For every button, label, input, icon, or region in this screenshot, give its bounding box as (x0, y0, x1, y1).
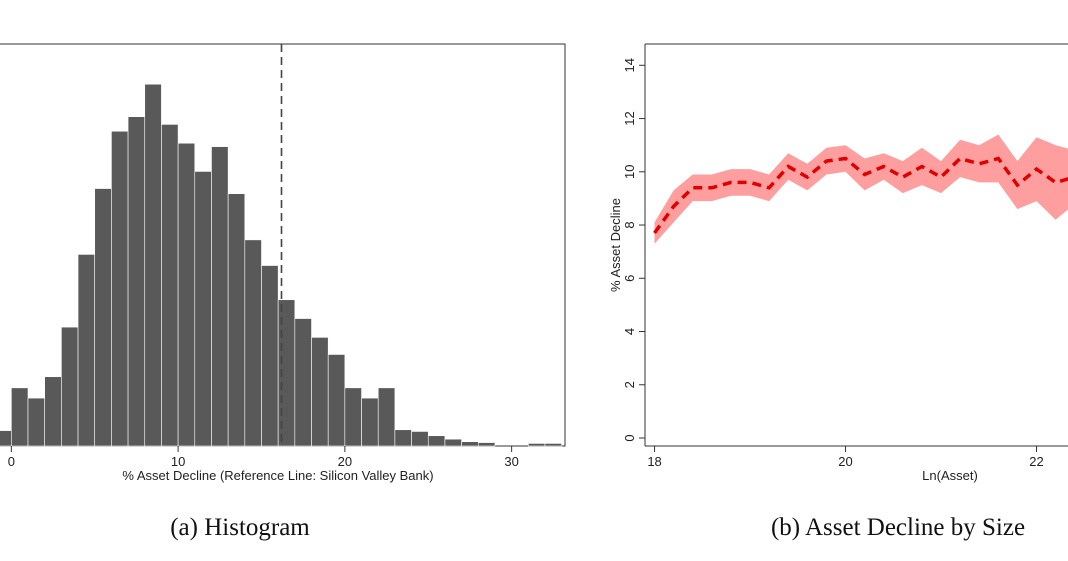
x-tick-label: 30 (504, 454, 518, 469)
histogram-bar (127, 116, 146, 447)
histogram-bar (444, 438, 462, 447)
x-tick-label: 22 (1029, 454, 1043, 469)
histogram-x-ticks: 0 10 20 30 (8, 446, 519, 469)
histogram-bar (0, 430, 12, 447)
y-tick-label: 2 (622, 381, 637, 388)
histogram-bar (361, 397, 379, 447)
histogram-bar (211, 146, 229, 447)
histogram-bar (394, 429, 412, 447)
line-x-axis-label: Ln(Asset) (922, 468, 978, 483)
y-tick-label: 0 (622, 434, 637, 441)
line-y-axis-label: % Asset Decline (608, 198, 623, 292)
line-y-ticks: 0 2 4 6 8 10 12 14 (622, 58, 645, 442)
histogram-bar (44, 376, 62, 447)
histogram-bar (94, 188, 112, 447)
histogram-bars (0, 83, 562, 447)
histogram-bar (77, 254, 96, 447)
x-tick-label: 10 (171, 454, 185, 469)
histogram-bar (61, 326, 79, 447)
histogram-bar (244, 239, 262, 447)
histogram-bar (261, 265, 279, 447)
asset-decline-line (653, 156, 1068, 235)
histogram-bar (111, 130, 129, 447)
histogram-bar (327, 354, 346, 447)
histogram-bar (427, 435, 446, 447)
histogram-bar (294, 318, 312, 447)
y-tick-label: 12 (622, 111, 637, 125)
histogram-bar (528, 443, 546, 447)
histogram-bar (544, 443, 562, 447)
x-tick-label: 18 (647, 454, 661, 469)
histogram-caption: (a) Histogram (170, 514, 310, 541)
line-x-ticks: 18 20 22 (647, 446, 1044, 469)
histogram-x-axis-label: % Asset Decline (Reference Line: Silicon… (122, 468, 433, 483)
histogram-bar (411, 431, 429, 447)
histogram-bar (277, 299, 296, 447)
histogram-bar (311, 337, 329, 447)
histogram-bar (377, 387, 396, 447)
histogram-bar (27, 397, 45, 447)
y-tick-label: 10 (622, 165, 637, 179)
x-tick-label: 20 (338, 454, 352, 469)
y-tick-label: 14 (622, 58, 637, 72)
y-tick-label: 6 (622, 275, 637, 282)
y-tick-label: 8 (622, 221, 637, 228)
y-tick-label: 4 (622, 328, 637, 335)
histogram-bar (161, 124, 179, 447)
histogram-bar (227, 193, 246, 447)
histogram-bar (177, 142, 196, 447)
x-tick-label: 20 (838, 454, 852, 469)
histogram-bar (477, 442, 496, 447)
histogram-bar (344, 387, 362, 447)
histogram-bar (11, 387, 29, 447)
histogram-bar (144, 83, 162, 447)
histogram-bar (194, 171, 212, 447)
size-panel: 0 2 4 6 8 10 12 14 18 20 22 % Asset Decline Ln(As… (608, 43, 1068, 541)
line-caption: (b) Asset Decline by Size (771, 514, 1025, 541)
histogram-bar (461, 441, 479, 447)
x-tick-label: 0 (8, 454, 15, 469)
histogram-panel: 0 10 20 30 % Asset Decline (Reference Line:… (0, 43, 566, 541)
confidence-band (654, 134, 1068, 244)
